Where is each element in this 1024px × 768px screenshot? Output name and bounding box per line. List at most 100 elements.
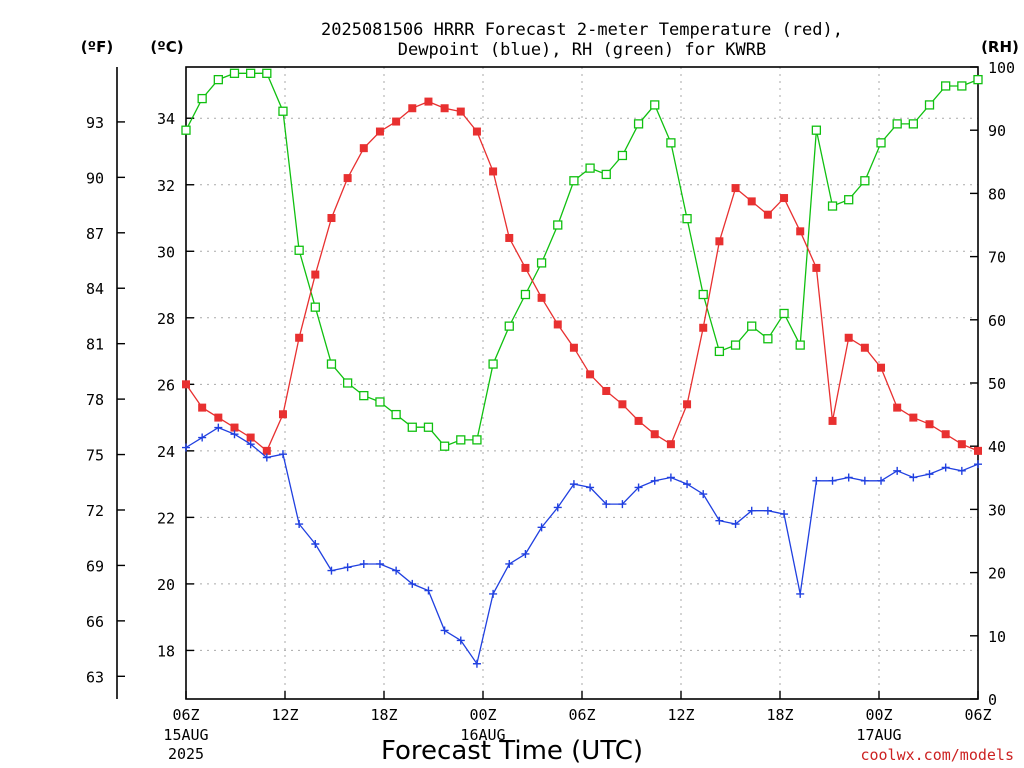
rh-point <box>730 340 741 350</box>
temperature-point <box>634 416 643 425</box>
dewpoint-point <box>246 440 255 449</box>
dewpoint-point <box>650 476 659 485</box>
dewpoint-point <box>343 563 352 572</box>
celsius-tick-label: 22 <box>157 509 175 527</box>
rh-point <box>488 359 498 369</box>
dewpoint-point <box>909 473 918 482</box>
rh-point <box>391 409 401 420</box>
fahrenheit-tick-label: 69 <box>86 557 104 575</box>
temperature-point <box>295 333 304 342</box>
rh-axis: 0 10 20 30 40 50 60 70 80 90 100 <box>970 59 1015 709</box>
rh-point <box>439 441 450 451</box>
dewpoint-point <box>877 476 886 485</box>
temperature-point <box>327 214 336 223</box>
rh-point <box>229 68 240 78</box>
dewpoint-point <box>553 503 562 512</box>
rh-point <box>682 214 692 224</box>
rh-point <box>359 390 369 401</box>
dewpoint-point <box>440 626 449 635</box>
temperature-point <box>731 184 740 193</box>
x-tick-label: 06Z <box>964 706 991 724</box>
temperature-point <box>198 403 207 412</box>
temperature-point <box>408 104 417 113</box>
rh-point <box>472 435 482 445</box>
x-tick-label: 06Z <box>172 706 199 724</box>
rh-point <box>650 100 660 110</box>
rh-point <box>957 81 967 91</box>
x-tick-year-label: 2025 <box>168 745 204 763</box>
temperature-point <box>666 440 675 449</box>
dewpoint-point <box>472 659 481 668</box>
dewpoint-point <box>860 476 869 485</box>
dewpoint-point <box>424 586 433 595</box>
dewpoint-point <box>812 476 821 485</box>
dewpoint-point <box>780 510 789 519</box>
temperature-point <box>521 263 530 272</box>
dewpoint-point <box>278 450 287 459</box>
rh-tick-label: 90 <box>988 122 1006 140</box>
dewpoint-point <box>763 506 772 515</box>
dewpoint-point <box>796 589 805 598</box>
rh-point <box>827 201 838 211</box>
dewpoint-point <box>327 566 336 575</box>
dewpoint-point <box>359 559 368 568</box>
rh-point <box>342 378 353 388</box>
rh-point <box>278 106 288 116</box>
rh-tick-label: 40 <box>988 438 1006 456</box>
temperature-point <box>974 446 982 455</box>
rh-point <box>536 258 547 268</box>
fahrenheit-tick-label: 72 <box>86 502 104 520</box>
fahrenheit-tick-label: 81 <box>86 336 104 354</box>
temperature-point <box>941 430 950 439</box>
rh-point <box>246 68 256 78</box>
grid <box>186 67 978 699</box>
x-tick-label: 00Z <box>865 706 892 724</box>
dewpoint-point <box>602 500 611 509</box>
rh-point <box>666 138 676 148</box>
celsius-unit-label: (ºC) <box>150 38 183 56</box>
chart-title-line1: 2025081506 HRRR Forecast 2-meter Tempera… <box>321 20 843 40</box>
x-tick-date-label: 16AUG <box>460 726 505 744</box>
temperature-point <box>715 237 724 246</box>
rh-tick-label: 0 <box>988 691 997 709</box>
temperature-point <box>909 413 918 422</box>
celsius-tick-label: 24 <box>157 443 175 461</box>
dewpoint-point <box>456 636 465 645</box>
rh-point <box>310 302 320 312</box>
rh-point <box>633 119 644 129</box>
dewpoint-point <box>828 476 837 485</box>
rh-point <box>714 346 725 357</box>
dewpoint-point <box>666 473 675 482</box>
temperature-point <box>375 127 384 136</box>
celsius-axis: 18 20 22 24 26 28 30 32 34 <box>157 110 194 660</box>
series-rh <box>181 68 983 451</box>
temperature-point <box>812 263 821 272</box>
dewpoint-point <box>262 453 271 462</box>
fahrenheit-tick-label: 93 <box>86 114 104 132</box>
dewpoint-point <box>198 433 207 442</box>
celsius-tick-label: 18 <box>157 642 175 660</box>
temperature-point <box>699 323 708 332</box>
dewpoint-point <box>408 579 417 588</box>
dewpoint-point <box>747 506 756 515</box>
rh-point <box>860 176 870 186</box>
dewpoint-point <box>941 463 950 472</box>
dewpoint-point <box>537 523 546 532</box>
rh-point <box>844 195 854 205</box>
dewpoint-point <box>230 430 239 439</box>
temperature-line <box>185 100 979 452</box>
celsius-tick-label: 20 <box>157 576 175 594</box>
rh-point <box>553 220 563 230</box>
rh-point <box>504 321 514 331</box>
rh-point <box>924 100 935 110</box>
rh-point <box>213 74 223 85</box>
temperature-point <box>246 433 255 442</box>
fahrenheit-tick-label: 87 <box>86 225 104 243</box>
rh-point <box>892 119 902 129</box>
temperature-point <box>505 233 514 242</box>
rh-point <box>617 150 628 161</box>
dewpoint-point <box>214 423 223 432</box>
temperature-point <box>780 194 789 203</box>
